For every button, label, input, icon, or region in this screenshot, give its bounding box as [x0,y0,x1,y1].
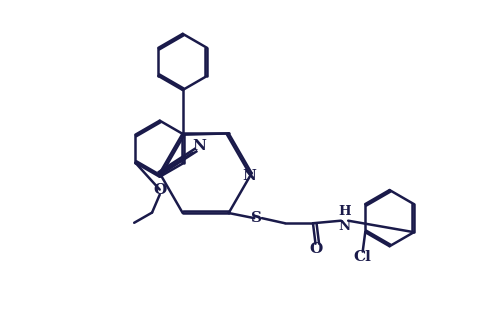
Text: O: O [153,183,166,197]
Text: S: S [251,211,262,225]
Text: Cl: Cl [354,250,372,264]
Text: N: N [242,169,256,183]
Text: N: N [193,139,206,153]
Text: O: O [309,242,322,256]
Text: H
N: H N [338,205,351,233]
